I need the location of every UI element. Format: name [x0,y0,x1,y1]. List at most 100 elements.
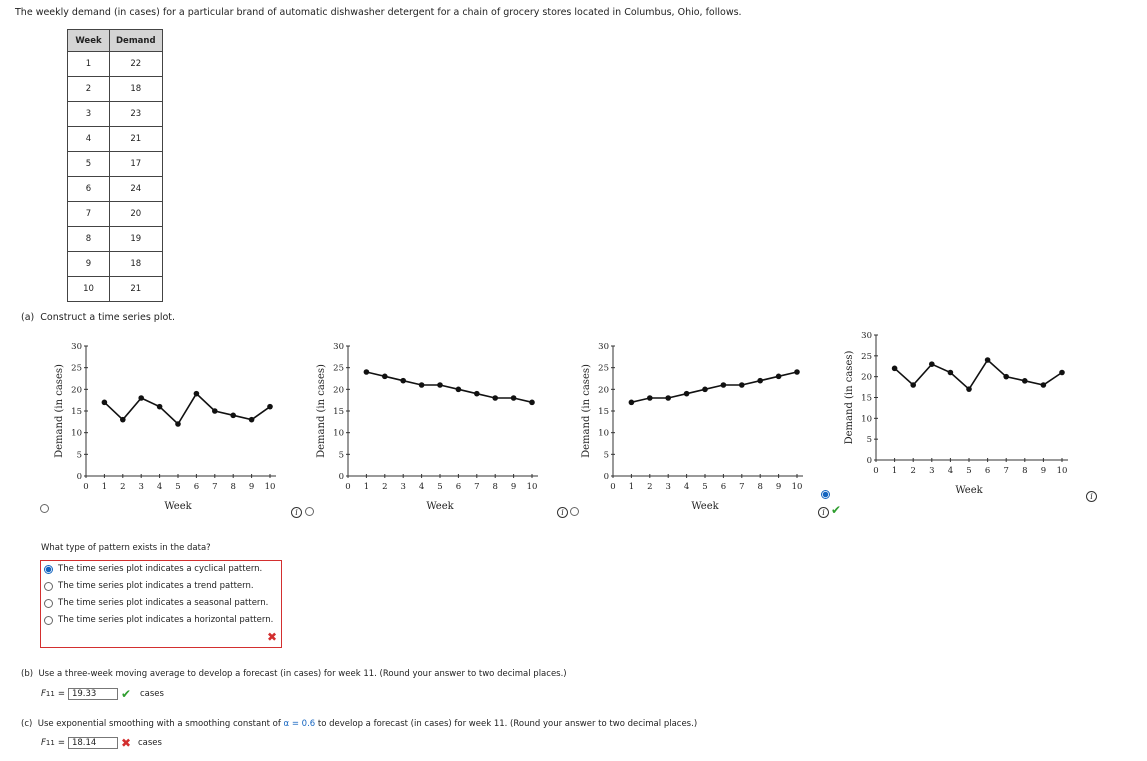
problem-intro: The weekly demand (in cases) for a parti… [15,7,742,18]
pattern-option-trend[interactable]: The time series plot indicates a trend p… [44,581,254,591]
series-line [366,371,533,404]
check-icon: ✔ [120,687,131,701]
option-label: The time series plot indicates a horizon… [58,615,274,625]
x-tick-label: 3 [138,482,143,492]
data-point [891,365,898,372]
y-axis-label: Demand (in cases) [581,364,592,458]
x-tick-label: 4 [157,482,162,492]
table-row: 3 23 [67,101,163,127]
x-tick-label: 10 [527,482,538,492]
cell-demand: 24 [109,176,163,202]
x-tick-label: 5 [175,482,180,492]
x-tick-label: 5 [966,466,971,476]
demand-table: Week Demand 1 22 2 18 3 23 4 21 5 17 6 24 7 20 … [67,29,163,302]
data-point [665,395,671,401]
radio-icon[interactable] [44,564,53,574]
data-point [628,399,635,406]
cell-week: 9 [67,251,110,277]
y-tick-label: 0 [867,456,872,466]
table-row: 7 20 [67,201,163,227]
cell-demand: 20 [109,201,163,227]
data-point [647,395,653,401]
x-tick-label: 5 [702,482,707,492]
data-point [400,377,406,384]
y-tick-label: 15 [598,407,609,417]
y-tick-label: 30 [333,342,344,352]
data-point [267,403,273,410]
x-tick-label: 3 [400,482,405,492]
data-point [193,390,200,397]
cell-week: 10 [67,276,110,302]
y-tick-label: 25 [861,352,872,362]
y-tick-label: 10 [71,429,82,439]
info-icon[interactable]: i [557,507,568,518]
x-axis-label: Week [955,485,983,496]
y-tick-label: 5 [339,450,344,460]
part-a-label: (a) [21,312,35,323]
plot-option-4-radio[interactable] [821,490,830,499]
cell-demand: 23 [109,101,163,127]
radio-icon[interactable] [44,581,53,591]
x-tick-label: 1 [102,482,107,492]
y-tick-label: 0 [339,472,344,482]
forecast-var: F11 [41,689,55,699]
series-line [631,371,798,404]
y-tick-label: 0 [77,472,82,482]
y-axis-label: Demand (in cases) [54,364,65,458]
y-tick-label: 25 [71,364,82,374]
x-tick-label: 8 [1022,466,1027,476]
pattern-option-horizontal[interactable]: The time series plot indicates a horizon… [44,615,273,625]
plot-option-2-radio[interactable] [305,507,314,516]
option-label: The time series plot indicates a cyclica… [58,564,263,574]
x-tick-label: 0 [83,482,88,492]
unit-label: cases [140,689,164,699]
cell-week: 1 [67,51,110,77]
table-row: 1 22 [67,51,163,77]
x-tick-label: 7 [739,482,744,492]
data-point [794,369,800,375]
cell-demand: 21 [109,276,163,302]
y-tick-label: 15 [861,394,872,404]
part-a-text: Construct a time series plot. [40,312,176,323]
x-tick-label: 2 [120,482,125,492]
pattern-option-cyclical[interactable]: The time series plot indicates a cyclica… [44,564,262,574]
x-tick-label: 6 [456,482,461,492]
cell-week: 6 [67,176,110,202]
x-tick-label: 3 [665,482,670,492]
cell-week: 5 [67,151,110,177]
pattern-option-seasonal[interactable]: The time series plot indicates a seasona… [44,598,268,608]
radio-icon[interactable] [44,615,53,625]
y-tick-label: 30 [598,342,609,352]
x-tick-label: 1 [629,482,634,492]
x-tick-label: 10 [265,482,276,492]
x-tick-label: 7 [212,482,217,492]
y-axis-label: Demand (in cases) [844,351,855,445]
data-point [175,421,181,427]
info-icon[interactable]: i [291,507,302,518]
part-c-text: Use exponential smoothing with a smoothi… [37,719,284,729]
part-b-answer-input[interactable]: 19.33 [67,688,118,700]
x-tick-label: 6 [721,482,726,492]
alpha-value: α = 0.6 [283,719,316,729]
x-tick-label: 9 [511,482,516,492]
y-tick-label: 10 [333,429,344,439]
plot-option-3-radio[interactable] [570,507,579,516]
y-tick-label: 10 [861,414,872,424]
part-c-answer-input[interactable]: 18.14 [67,737,118,749]
data-point [138,395,144,401]
info-icon[interactable]: i [1086,491,1097,502]
radio-icon[interactable] [44,598,53,608]
table-row: 10 21 [67,276,163,302]
plot-option-1-radio[interactable] [40,504,49,513]
data-point [702,386,708,393]
x-tick-label: 2 [910,466,915,476]
data-point [156,403,163,410]
x-tick-label: 1 [364,482,369,492]
y-tick-label: 5 [867,435,872,445]
table-header-week: Week [67,29,110,52]
x-tick-label: 0 [873,466,878,476]
x-tick-label: 4 [684,482,689,492]
info-icon[interactable]: i [818,507,829,518]
data-point [101,399,108,406]
x-tick-label: 8 [230,482,235,492]
